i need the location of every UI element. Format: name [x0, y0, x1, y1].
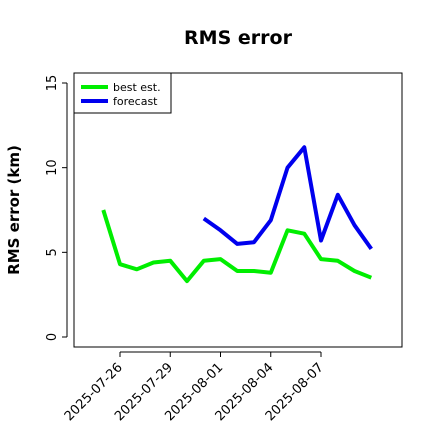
- legend-label-best-est: best est.: [113, 81, 161, 94]
- series-layer: [101, 145, 373, 284]
- y-tick-label: 0: [45, 333, 60, 341]
- series-line-forecast: [202, 145, 373, 251]
- legend-label-forecast: forecast: [113, 95, 158, 108]
- y-axis-label: RMS error (km): [5, 145, 23, 275]
- axes-layer: 0510152025-07-262025-07-292025-08-012025…: [45, 75, 327, 425]
- series-line-best-est: [101, 209, 373, 284]
- chart-title: RMS error: [184, 27, 293, 49]
- y-tick-label: 15: [45, 75, 60, 92]
- y-tick-label: 5: [45, 248, 60, 256]
- plot-frame: [73, 72, 403, 348]
- y-tick-label: 10: [45, 159, 60, 176]
- legend: best est. forecast: [73, 72, 172, 114]
- legend-box: [73, 72, 172, 114]
